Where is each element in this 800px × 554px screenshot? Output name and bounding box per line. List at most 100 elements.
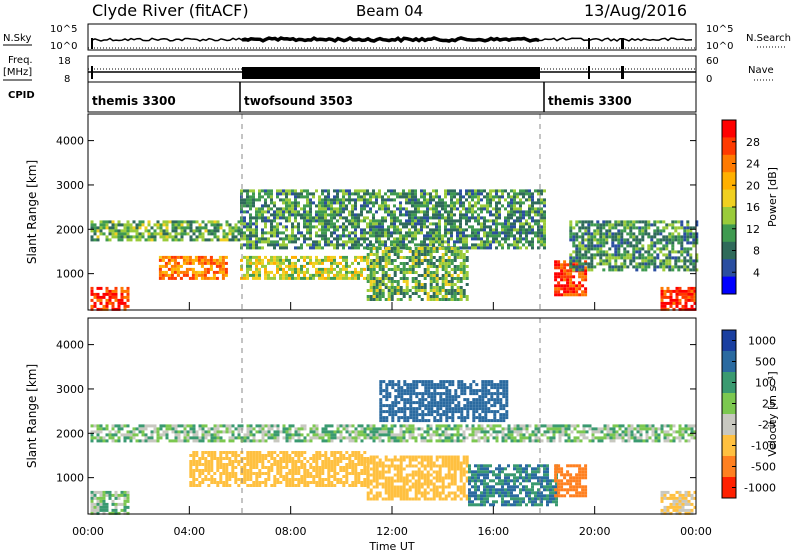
heatmap-cell <box>684 289 688 293</box>
heatmap-cell <box>378 207 381 211</box>
heatmap-cell <box>222 235 226 239</box>
heatmap-cell <box>429 280 433 283</box>
heatmap-cell <box>288 192 291 196</box>
heatmap-cell <box>303 270 306 274</box>
heatmap-cell <box>674 229 678 233</box>
heatmap-cell <box>243 478 247 481</box>
heatmap-cell <box>387 292 391 295</box>
heatmap-cell <box>246 484 250 487</box>
heatmap-cell <box>675 295 679 299</box>
heatmap-cell <box>569 293 573 297</box>
heatmap-cell <box>150 226 154 230</box>
heatmap-cell <box>261 424 265 428</box>
heatmap-cell <box>540 439 544 443</box>
heatmap-cell <box>369 271 373 274</box>
heatmap-cell <box>285 246 288 250</box>
heatmap-cell <box>318 258 321 262</box>
heatmap-cell <box>432 262 436 265</box>
heatmap-cell <box>438 298 442 301</box>
heatmap-cell <box>393 292 397 295</box>
heatmap-cell <box>632 265 636 269</box>
heatmap-cell <box>189 484 193 487</box>
heatmap-cell <box>435 210 438 214</box>
heatmap-cell <box>212 258 216 262</box>
heatmap-cell <box>327 204 330 208</box>
heatmap-cell <box>324 216 327 220</box>
heatmap-cell <box>249 195 252 199</box>
heatmap-cell <box>581 256 585 260</box>
heatmap-cell <box>246 454 250 457</box>
heatmap-cell <box>540 240 543 244</box>
heatmap-cell <box>477 198 480 202</box>
heatmap-cell <box>96 295 100 299</box>
heatmap-cell <box>161 258 165 262</box>
heatmap-cell <box>629 223 633 227</box>
heatmap-cell <box>554 272 558 276</box>
heatmap-cell <box>345 228 348 232</box>
heatmap-cell <box>188 261 192 265</box>
heatmap-cell <box>108 220 112 224</box>
heatmap-cell <box>618 433 622 437</box>
heatmap-cell <box>678 436 682 440</box>
heatmap-cell <box>435 430 439 434</box>
heatmap-cell <box>276 469 280 472</box>
heatmap-cell <box>357 255 360 259</box>
heatmap-cell <box>126 226 130 230</box>
heatmap-cell <box>375 479 379 483</box>
heatmap-cell <box>680 247 684 251</box>
heatmap-cell <box>225 220 229 224</box>
heatmap-cell <box>366 424 370 428</box>
heatmap-cell <box>602 268 606 272</box>
heatmap-cell <box>345 189 348 193</box>
heatmap-cell <box>339 273 342 277</box>
heatmap-cell <box>201 454 205 457</box>
heatmap-cell <box>411 225 414 229</box>
heatmap-cell <box>441 213 444 217</box>
heatmap-cell <box>372 292 376 295</box>
heatmap-cell <box>456 237 459 241</box>
heatmap-cell <box>480 430 484 434</box>
heatmap-cell <box>614 247 618 251</box>
heatmap-cell <box>387 494 391 498</box>
heatmap-cell <box>417 250 421 253</box>
heatmap-cell <box>237 220 241 224</box>
heatmap-cell <box>557 266 561 270</box>
heatmap-cell <box>510 430 514 434</box>
heatmap-cell <box>285 225 288 229</box>
heatmap-cell <box>333 237 336 241</box>
heatmap-cell <box>108 226 112 230</box>
heatmap-cell <box>255 463 259 466</box>
heatmap-cell <box>638 232 642 236</box>
nsearch-label: N.Search <box>746 33 791 44</box>
heatmap-cell <box>501 237 504 241</box>
heatmap-cell <box>663 430 667 434</box>
heatmap-cell <box>465 189 468 193</box>
heatmap-cell <box>387 228 390 232</box>
heatmap-cell <box>258 207 261 211</box>
heatmap-cell <box>224 273 228 277</box>
heatmap-cell <box>221 273 225 277</box>
heatmap-cell <box>161 276 165 280</box>
heatmap-cell <box>596 244 600 248</box>
heatmap-cell <box>150 430 154 434</box>
heatmap-cell <box>432 277 436 280</box>
heatmap-cell <box>659 232 663 236</box>
heatmap-cell <box>99 223 103 227</box>
heatmap-cell <box>216 466 220 469</box>
heatmap-cell <box>641 247 645 251</box>
heatmap-cell <box>279 481 283 484</box>
heatmap-cell <box>378 491 382 495</box>
heatmap-cell <box>612 427 616 431</box>
heatmap-cell <box>333 463 337 466</box>
heatmap-cell <box>270 255 273 259</box>
heatmap-cell <box>393 228 396 232</box>
heatmap-cell <box>177 232 181 236</box>
heatmap-cell <box>267 276 270 280</box>
heatmap-cell <box>396 240 399 244</box>
heatmap-cell <box>465 424 469 428</box>
heatmap-cell <box>375 237 378 241</box>
heatmap-cell <box>216 484 220 487</box>
heatmap-cell <box>354 237 357 241</box>
heatmap-cell <box>596 226 600 230</box>
heatmap-cell <box>569 253 573 257</box>
